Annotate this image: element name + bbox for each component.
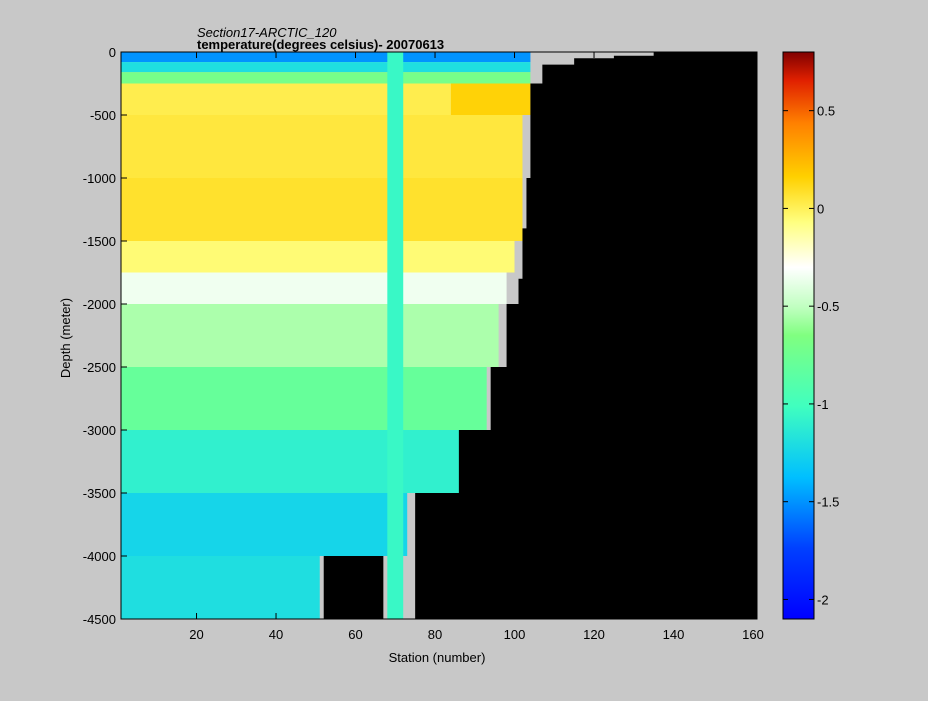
y-tick-label: 0 — [109, 45, 116, 60]
y-tick-label: -4500 — [83, 612, 116, 627]
temperature-cell — [387, 52, 404, 619]
y-tick-label: -500 — [90, 108, 116, 123]
chart-title: Section17-ARCTIC_120 — [197, 25, 337, 40]
colorbar-tick-label: -0.5 — [817, 299, 839, 314]
x-tick-label: 80 — [428, 627, 442, 642]
colorbar-tick-label: -1.5 — [817, 495, 839, 510]
x-tick-label: 20 — [189, 627, 203, 642]
colorbar-tick-label: -1 — [817, 397, 829, 412]
x-axis-label: Station (number) — [389, 650, 486, 665]
y-tick-label: -2500 — [83, 360, 116, 375]
y-tick-label: -4000 — [83, 549, 116, 564]
x-axis-ticks: 20 40 60 80 100 120 140 160 — [189, 52, 764, 642]
y-tick-label: -1500 — [83, 234, 116, 249]
temperature-cell — [121, 241, 515, 273]
temperature-cell — [121, 430, 463, 493]
temperature-cell — [121, 115, 523, 178]
temperature-cell — [121, 304, 499, 367]
temperature-cell — [121, 178, 523, 241]
temperature-cell — [121, 72, 531, 84]
temperature-cell — [121, 367, 487, 430]
temperature-cell — [121, 556, 320, 619]
plot-area — [121, 52, 757, 619]
y-axis-label: Depth (meter) — [58, 298, 73, 378]
colorbar-ticks: 0.5 0 -0.5 -1 -1.5 -2 — [783, 104, 839, 607]
x-tick-label: 100 — [504, 627, 526, 642]
x-tick-label: 40 — [269, 627, 283, 642]
colorbar — [782, 51, 815, 620]
y-tick-label: -3000 — [83, 423, 116, 438]
temperature-cell — [121, 62, 531, 73]
x-tick-label: 160 — [742, 627, 764, 642]
y-tick-label: -1000 — [83, 171, 116, 186]
x-tick-label: 60 — [348, 627, 362, 642]
colorbar-tick-label: -2 — [817, 592, 829, 607]
temperature-cell — [121, 493, 408, 556]
plot-frame — [120, 51, 758, 620]
chart-subtitle: temperature(degrees celsius)- 20070613 — [197, 37, 444, 52]
colorbar-tick-label: 0 — [817, 201, 824, 216]
y-tick-label: -2000 — [83, 297, 116, 312]
temperature-cells — [121, 52, 531, 619]
y-tick-label: -3500 — [83, 486, 116, 501]
bathymetry-mask — [121, 52, 757, 619]
colorbar-tick-label: 0.5 — [817, 104, 835, 119]
x-tick-label: 120 — [583, 627, 605, 642]
y-axis-ticks: 0 -500 -1000 -1500 -2000 -2500 -3000 -3500 -4000… — [83, 45, 757, 627]
x-tick-label: 140 — [663, 627, 685, 642]
temperature-cell — [121, 52, 531, 63]
temperature-cell — [450, 83, 531, 115]
temperature-cell — [121, 272, 507, 304]
